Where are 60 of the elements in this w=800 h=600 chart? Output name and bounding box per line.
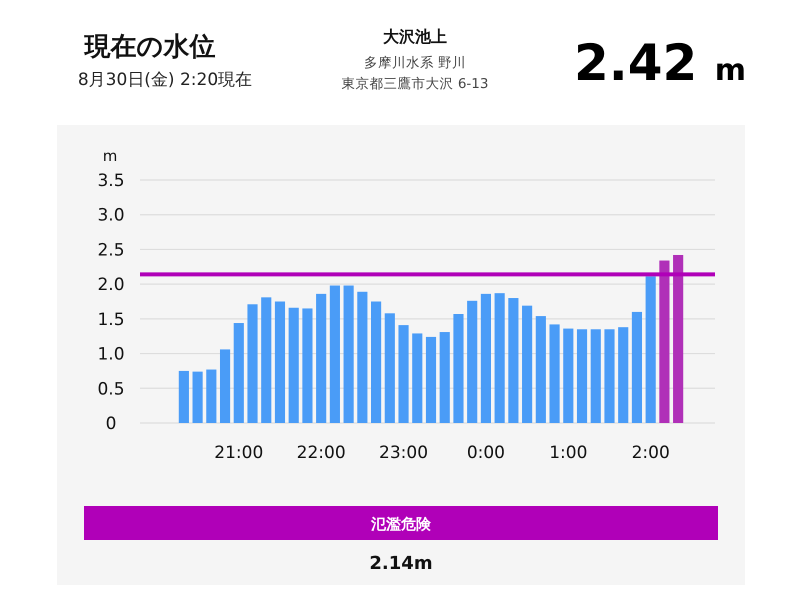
text: 東京都三鷹市大沢 6-13: [342, 76, 488, 92]
bar: [590, 329, 601, 423]
bar: [371, 302, 382, 423]
chart-title: 現在の水位: [84, 32, 216, 62]
bar: [384, 313, 395, 423]
y-tick-label: 3.0: [97, 206, 125, 226]
y-tick-label: 1.0: [97, 344, 125, 365]
bar: [440, 332, 450, 423]
bar: [673, 254, 684, 423]
bar: [563, 328, 574, 423]
bar: [316, 294, 326, 423]
x-tick-label: 0:00: [466, 443, 506, 463]
x-tick-label: 1:00: [549, 443, 588, 463]
y-tick-label: 2.0: [97, 275, 125, 296]
text: 氾濫危険: [370, 515, 432, 533]
x-tick-label: 22:00: [296, 443, 346, 463]
bar: [398, 325, 409, 423]
bar: [274, 302, 286, 423]
bar: [467, 300, 478, 423]
bar: [330, 286, 340, 423]
bar: [247, 304, 258, 423]
text: 2.14m: [369, 553, 433, 574]
y-tick-label: 0.5: [97, 379, 125, 400]
bar: [508, 298, 518, 423]
x-tick-label: 21:00: [214, 443, 264, 463]
y-tick-label: 2.5: [97, 240, 125, 260]
bar: [632, 312, 642, 423]
x-tick-label: 23:00: [379, 443, 428, 463]
bar: [206, 370, 216, 423]
chart-subtitle: 8月30日(金) 2:20現在: [78, 70, 252, 90]
bar: [178, 370, 189, 423]
bar: [192, 372, 203, 423]
x-tick-label: 2:00: [632, 443, 670, 463]
bar: [234, 323, 244, 423]
bar: [220, 349, 230, 423]
bar: [646, 276, 656, 423]
bar: [302, 308, 313, 423]
bar: [618, 327, 628, 423]
y-tick-label: 3.5: [97, 171, 125, 191]
bar: [357, 292, 368, 423]
text: 大沢池上: [383, 27, 447, 46]
text: 多摩川水系 野川: [364, 55, 466, 71]
bar: [522, 306, 532, 423]
y-tick-label: 0: [106, 414, 116, 434]
bar: [536, 316, 546, 423]
bar: [659, 260, 670, 423]
bar: [480, 294, 491, 423]
bar: [494, 293, 505, 423]
bar: [426, 336, 436, 423]
bar: [412, 333, 422, 423]
bar: [576, 329, 588, 423]
bar: [344, 286, 354, 423]
bar: [549, 324, 560, 423]
bar: [453, 314, 464, 423]
bar: [604, 329, 615, 423]
y-axis-title: m: [102, 147, 118, 165]
bar: [261, 297, 272, 423]
bar: [288, 308, 299, 423]
y-tick-label: 1.5: [97, 310, 125, 330]
text: 2.42 m: [574, 34, 746, 92]
